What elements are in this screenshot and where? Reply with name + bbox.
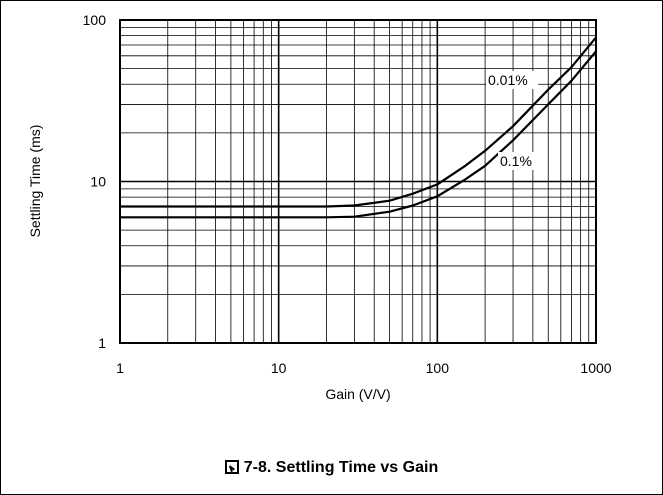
series-line-precision-0-01 <box>120 36 597 208</box>
figure-caption: 7-8. Settling Time vs Gain <box>1 459 662 477</box>
x-tick-label: 10 <box>271 360 287 376</box>
y-tick-label: 10 <box>90 174 106 190</box>
grid <box>120 20 596 343</box>
y-tick-label: 100 <box>83 12 107 28</box>
series-line-precision-0-1 <box>120 50 597 219</box>
series-label: 0.01% <box>488 72 528 88</box>
y-axis-label: Settling Time (ms) <box>27 125 43 238</box>
series-label-background <box>498 152 538 170</box>
figure-symbol-icon <box>224 460 239 474</box>
settling-time-chart: 1 10 100 1000 1 10 100 0.01% 0.1% Gain (V/V) Se… <box>27 12 612 402</box>
plot-frame <box>119 19 597 344</box>
x-tick-label: 1000 <box>580 360 611 376</box>
x-tick-label: 1 <box>116 360 124 376</box>
series-labels: 0.01% 0.1% <box>486 71 538 170</box>
series-label: 0.1% <box>500 153 532 169</box>
y-tick-label: 1 <box>98 335 106 351</box>
x-tick-label: 100 <box>426 360 450 376</box>
figure-caption-text: 7-8. Settling Time vs Gain <box>243 459 439 476</box>
x-axis-label: Gain (V/V) <box>325 386 390 402</box>
series-lines <box>120 36 597 219</box>
series-label-background <box>486 71 538 89</box>
tick-labels: 1 10 100 1000 1 10 100 <box>83 12 612 376</box>
